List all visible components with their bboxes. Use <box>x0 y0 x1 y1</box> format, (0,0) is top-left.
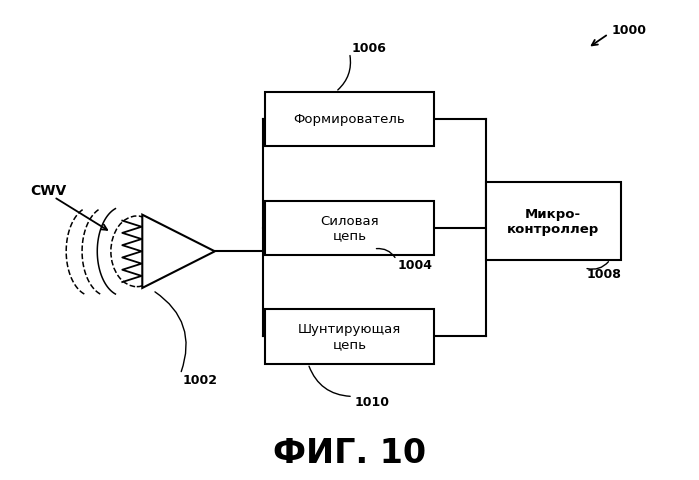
Polygon shape <box>143 215 215 288</box>
Text: Формирователь: Формирователь <box>294 113 405 126</box>
Text: Микро-
контроллер: Микро- контроллер <box>507 207 599 235</box>
FancyBboxPatch shape <box>265 93 434 147</box>
Text: Шунтирующая
цепь: Шунтирующая цепь <box>298 323 401 351</box>
Text: 1008: 1008 <box>586 267 621 280</box>
Text: 1002: 1002 <box>182 373 217 386</box>
Text: CWV: CWV <box>31 183 66 197</box>
Text: Силовая
цепь: Силовая цепь <box>320 214 379 242</box>
FancyBboxPatch shape <box>265 201 434 255</box>
Text: 1000: 1000 <box>612 24 647 36</box>
Text: 1006: 1006 <box>352 42 387 55</box>
FancyBboxPatch shape <box>486 182 621 260</box>
Text: ФИГ. 10: ФИГ. 10 <box>273 436 426 469</box>
Text: 1004: 1004 <box>398 259 433 272</box>
Text: 1010: 1010 <box>355 396 390 408</box>
FancyBboxPatch shape <box>265 310 434 364</box>
